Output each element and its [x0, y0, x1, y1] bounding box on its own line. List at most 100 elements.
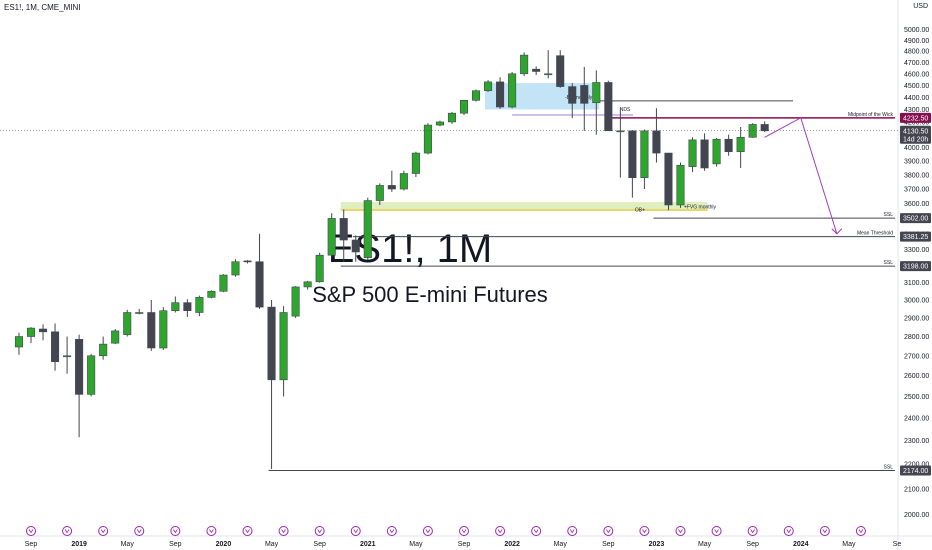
event-marker-glyph: [858, 529, 864, 534]
event-marker-glyph: [209, 529, 214, 534]
candle-up: [315, 254, 324, 283]
candle-down: [556, 55, 565, 87]
projection-path: [764, 117, 838, 234]
event-marker-icon: [422, 526, 433, 536]
event-marker-glyph: [822, 529, 828, 534]
x-tick-label: Sep: [169, 541, 182, 548]
event-marker-icon: [98, 526, 109, 536]
x-tick-label: 2019: [71, 541, 87, 548]
event-marker-icon: [206, 526, 217, 536]
y-tick-label: 4900.00: [904, 38, 929, 45]
level-price-tag-text: 3502.00: [903, 216, 928, 223]
candle-up: [99, 343, 108, 357]
candle-up: [135, 312, 144, 314]
x-tick-label: May: [121, 541, 135, 548]
event-marker-glyph: [64, 529, 70, 534]
candle-up: [363, 200, 372, 258]
y-tick-label: 4500.00: [904, 83, 929, 90]
candle-up: [616, 130, 625, 133]
y-tick-label: 4800.00: [904, 49, 929, 56]
x-tick-label: Sep: [25, 541, 38, 548]
x-tick-label: May: [554, 541, 568, 548]
candle-up: [411, 152, 420, 174]
event-marker-glyph: [353, 529, 359, 534]
event-marker-icon: [675, 526, 686, 536]
x-tick-label: May: [698, 541, 712, 548]
event-marker-glyph: [642, 529, 647, 534]
candle-up: [423, 124, 432, 154]
level-label: SSL: [884, 212, 894, 218]
y-tick-label: 2600.00: [904, 373, 929, 380]
x-tick-label: 2024: [793, 541, 809, 548]
candle-up: [26, 327, 36, 337]
ob-label: OB+: [635, 207, 645, 213]
event-marker-icon: [170, 526, 181, 536]
y-tick-label: 2300.00: [904, 438, 929, 445]
candle-down: [664, 152, 673, 206]
candle-down: [75, 339, 84, 395]
x-tick-label: Sep: [602, 541, 615, 548]
candle-up: [279, 312, 288, 381]
candle-down: [580, 85, 589, 104]
level-price-tag-text: 4232.50: [903, 115, 928, 122]
x-tick-label: 2021: [360, 541, 376, 548]
event-marker-glyph: [461, 529, 467, 534]
event-marker-glyph: [389, 529, 395, 534]
candle-down: [351, 239, 360, 253]
level-price-tag: [900, 112, 931, 123]
candle-up: [447, 112, 457, 123]
watermark-name: S&P 500 E-mini Futures: [312, 282, 548, 307]
candle-up: [592, 82, 601, 104]
level-price-tag-text: 3198.00: [903, 264, 928, 271]
candle-up: [207, 290, 216, 298]
event-marker-glyph: [28, 529, 34, 534]
level-price-tag: [900, 261, 931, 272]
y-tick-label: 3100.00: [904, 280, 929, 287]
event-marker-glyph: [533, 529, 539, 534]
event-marker-icon: [603, 526, 614, 536]
candle-down: [628, 130, 637, 178]
candle-down: [532, 68, 541, 72]
y-tick-label: 3900.00: [904, 159, 929, 166]
candle-up: [676, 164, 685, 206]
x-tick-label: May: [265, 541, 279, 548]
candle-up: [712, 138, 721, 165]
x-tick-label: May: [409, 541, 423, 548]
candle-up: [171, 302, 180, 311]
event-marker-glyph: [569, 529, 575, 534]
y-tick-label: 4400.00: [904, 95, 929, 102]
y-tick-label: 4600.00: [904, 71, 929, 78]
x-tick-label: 2022: [504, 541, 520, 548]
level-price-tag-text: 3381.25: [903, 234, 928, 241]
event-marker-glyph: [136, 529, 142, 534]
candle-down: [38, 328, 48, 333]
bb-label: -BB monthly: [565, 95, 593, 101]
y-tick-label: 2700.00: [904, 353, 929, 360]
event-marker-icon: [459, 526, 469, 536]
candle-up: [195, 297, 204, 313]
y-tick-label: 3300.00: [904, 247, 929, 254]
candle-up: [471, 90, 481, 101]
zone-fvg-monthly: [340, 202, 708, 211]
countdown-text: 14d 20h: [903, 136, 928, 143]
candle-up: [484, 81, 493, 92]
y-tick-label: 3000.00: [904, 298, 929, 305]
candle-up: [303, 281, 312, 288]
event-marker-icon: [855, 526, 866, 536]
candle-up: [435, 121, 444, 126]
candle-up: [14, 336, 24, 348]
candle-up: [520, 54, 529, 75]
currency-label: USD: [913, 3, 928, 10]
event-marker-icon: [639, 526, 650, 536]
event-marker-icon: [62, 526, 73, 536]
event-marker-glyph: [786, 529, 792, 534]
candle-up: [291, 286, 300, 317]
candle-up: [399, 173, 408, 190]
current-price-tag: [900, 125, 931, 144]
candle-down: [255, 261, 264, 308]
event-marker-glyph: [750, 529, 755, 534]
x-tick-label: Sep: [458, 541, 471, 548]
y-tick-label: 3600.00: [904, 201, 929, 208]
y-tick-label: 3700.00: [904, 187, 929, 194]
